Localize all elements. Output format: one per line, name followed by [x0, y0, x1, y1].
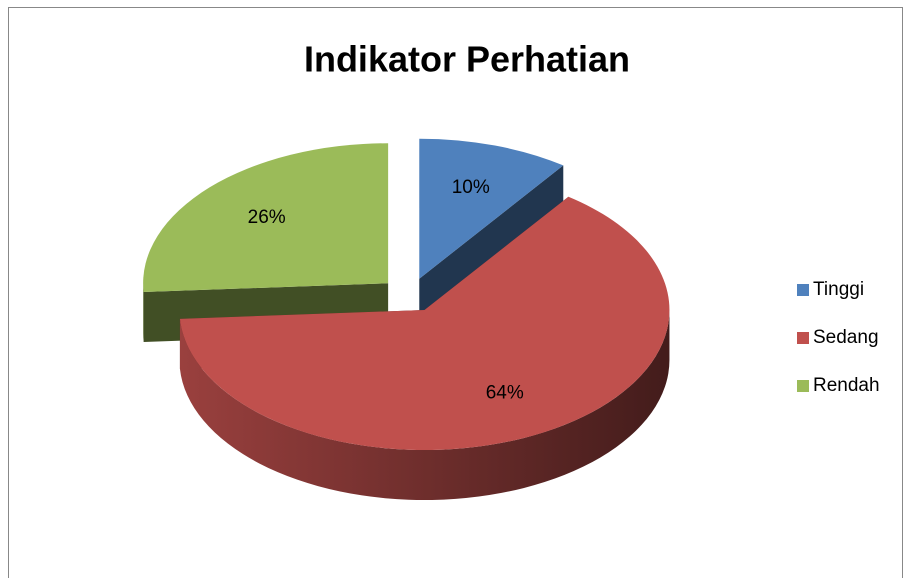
- chart-title: Indikator Perhatian: [304, 39, 630, 80]
- chart-frame: [8, 7, 903, 578]
- legend-label: Sedang: [813, 327, 879, 348]
- slice-top: [143, 143, 389, 293]
- legend-swatch: [797, 332, 809, 344]
- slice-top: [179, 196, 670, 451]
- pie-slice: [179, 196, 670, 501]
- data-label: 26%: [248, 207, 286, 228]
- data-label: 10%: [452, 177, 490, 198]
- legend-label: Rendah: [813, 375, 880, 396]
- legend-swatch: [797, 380, 809, 392]
- pie-slice: [143, 143, 389, 343]
- slice-wall: [179, 310, 670, 501]
- legend-swatch: [797, 284, 809, 296]
- data-label: 64%: [486, 382, 524, 403]
- slice-top: [419, 138, 564, 279]
- legend-label: Tinggi: [813, 279, 864, 300]
